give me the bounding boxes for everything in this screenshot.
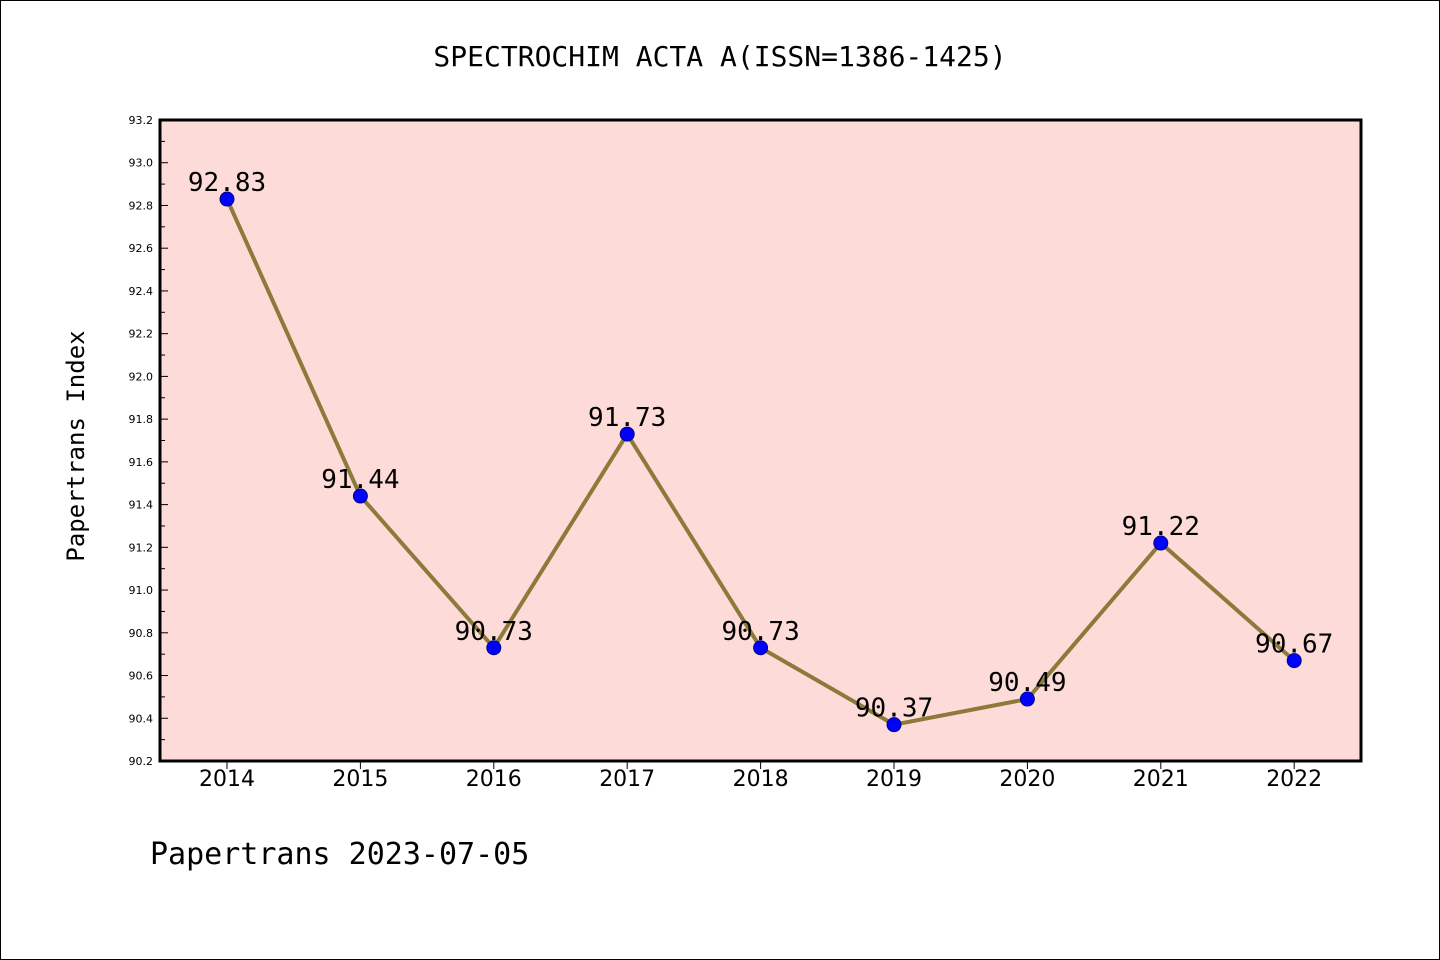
y-tick-label: 91.4: [129, 499, 154, 512]
data-label: 91.44: [321, 465, 399, 495]
y-tick-label: 90.8: [129, 627, 154, 640]
y-tick-label: 92.2: [129, 328, 154, 341]
y-tick-label: 92.4: [129, 285, 154, 298]
x-tick-label: 2020: [999, 767, 1055, 792]
data-labels: 92.83 91.44 90.73 91.73 90.73 90.37 90.49 91.22…: [188, 168, 1333, 724]
chart-title: SPECTROCHIM ACTA A(ISSN=1386-1425): [433, 40, 1006, 73]
data-label: 90.49: [988, 668, 1066, 698]
data-label: 90.37: [855, 694, 933, 724]
y-tick-label: 92.8: [129, 199, 154, 212]
data-point: [886, 717, 902, 733]
data-point: [1153, 535, 1169, 551]
footer-text: Papertrans 2023-07-05: [150, 837, 529, 872]
plot-area: [160, 120, 1361, 761]
y-tick-label: 92.6: [129, 242, 154, 255]
x-tick-label: 2022: [1266, 767, 1322, 792]
data-label: 91.22: [1122, 512, 1200, 542]
x-tick-label: 2017: [599, 767, 655, 792]
y-tick-label: 90.4: [129, 712, 154, 725]
data-point: [1286, 653, 1302, 669]
x-axis: 2014 2015 2016 2017 2018 2019 2020 2021 2022: [199, 761, 1322, 792]
y-axis-label: Papertrans Index: [62, 330, 90, 561]
x-tick-label: 2021: [1133, 767, 1189, 792]
y-tick-label: 91.2: [129, 541, 154, 554]
y-tick-label: 90.2: [129, 755, 154, 768]
data-point: [753, 640, 769, 656]
data-label: 90.73: [455, 617, 533, 647]
y-tick-label: 91.0: [129, 584, 154, 597]
x-tick-label: 2016: [466, 767, 522, 792]
data-point: [219, 191, 235, 207]
data-label: 90.73: [721, 617, 799, 647]
y-tick-label: 92.0: [129, 370, 154, 383]
data-point: [1019, 691, 1035, 707]
plot-border: [158, 118, 1363, 763]
data-label: 92.83: [188, 168, 266, 198]
y-tick-label: 91.8: [129, 413, 154, 426]
x-tick-label: 2015: [332, 767, 388, 792]
x-tick-label: 2019: [866, 767, 922, 792]
y-tick-label: 91.6: [129, 456, 154, 469]
y-tick-label: 93.2: [129, 114, 154, 127]
data-point: [486, 640, 502, 656]
data-point: [619, 426, 635, 442]
x-tick-label: 2018: [733, 767, 789, 792]
data-point: [352, 488, 368, 504]
x-tick-label: 2014: [199, 767, 255, 792]
y-tick-label: 90.6: [129, 670, 154, 683]
data-label: 90.67: [1255, 630, 1333, 660]
data-points: [219, 191, 1302, 733]
y-tick-label: 93.0: [129, 157, 154, 170]
data-label: 91.73: [588, 403, 666, 433]
